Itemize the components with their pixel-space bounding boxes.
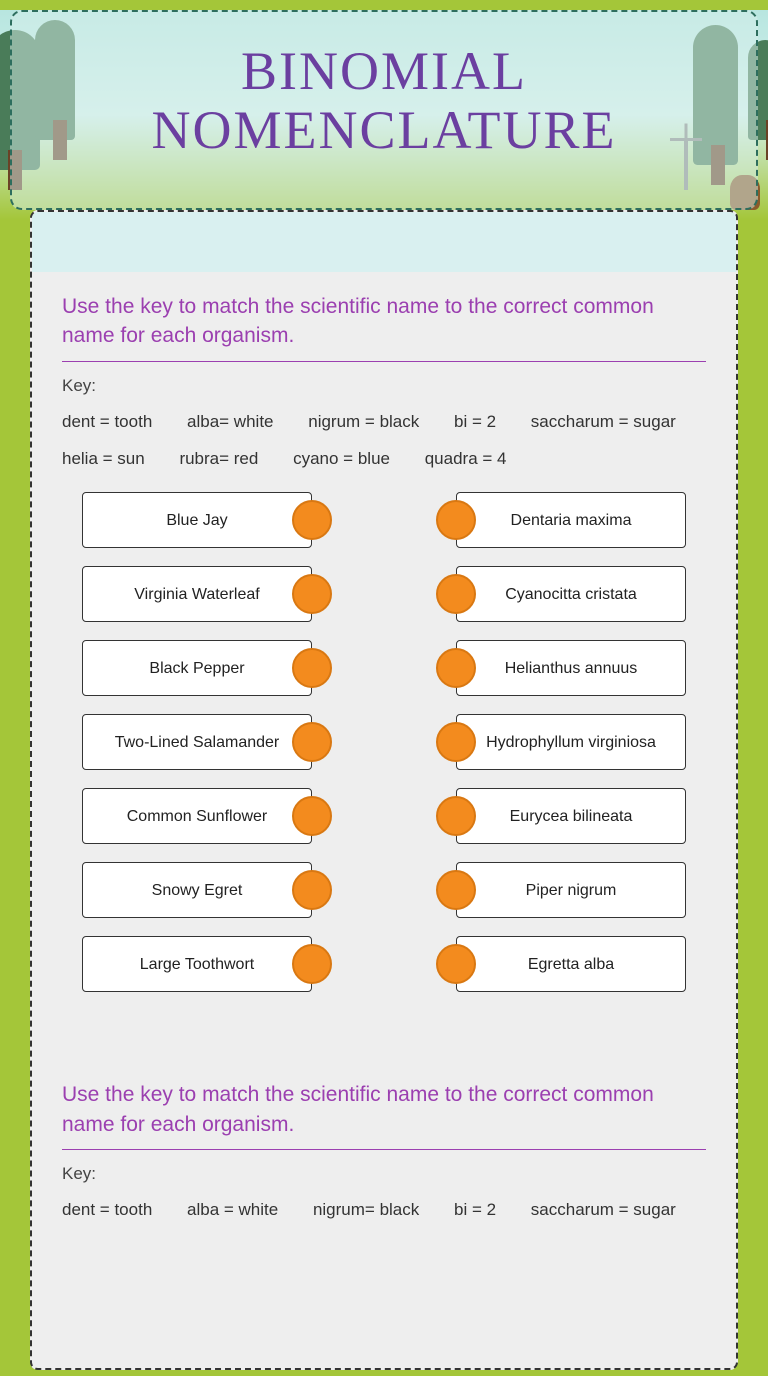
key-label: Key: (62, 376, 706, 396)
match-right: Eurycea bilineata (456, 788, 686, 844)
match-right: Dentaria maxima (456, 492, 686, 548)
match-box-right[interactable]: Helianthus annuus (456, 640, 686, 696)
key-item: cyano = blue (293, 445, 390, 472)
key-row-1: dent = tooth alba = white nigrum= black … (62, 1196, 706, 1223)
section-1: Use the key to match the scientific name… (32, 272, 736, 1040)
key-item: dent = tooth (62, 1196, 152, 1223)
worksheet-card: Use the key to match the scientific name… (30, 210, 738, 1370)
match-row: Common Sunflower Eurycea bilineata (82, 788, 686, 844)
key-item: bi = 2 (454, 408, 496, 435)
match-left: Black Pepper (82, 640, 312, 696)
connector-dot[interactable] (292, 574, 332, 614)
connector-dot[interactable] (436, 648, 476, 688)
key-item: dent = tooth (62, 408, 152, 435)
match-box-left[interactable]: Two-Lined Salamander (82, 714, 312, 770)
match-box-right[interactable]: Eurycea bilineata (456, 788, 686, 844)
match-box-left[interactable]: Common Sunflower (82, 788, 312, 844)
key-item: rubra= red (179, 445, 258, 472)
connector-dot[interactable] (436, 796, 476, 836)
match-box-right[interactable]: Dentaria maxima (456, 492, 686, 548)
card-header-strip (32, 212, 736, 272)
match-box-right[interactable]: Cyanocitta cristata (456, 566, 686, 622)
outer-card: BINOMIAL NOMENCLATURE (10, 10, 758, 210)
match-box-right[interactable]: Piper nigrum (456, 862, 686, 918)
match-box-left[interactable]: Large Toothwort (82, 936, 312, 992)
key-item: saccharum = sugar (531, 408, 676, 435)
match-right: Cyanocitta cristata (456, 566, 686, 622)
key-item: nigrum = black (308, 408, 419, 435)
match-box-left[interactable]: Snowy Egret (82, 862, 312, 918)
match-left: Blue Jay (82, 492, 312, 548)
connector-dot[interactable] (436, 500, 476, 540)
match-box-left[interactable]: Black Pepper (82, 640, 312, 696)
match-box-left[interactable]: Virginia Waterleaf (82, 566, 312, 622)
match-row: Virginia Waterleaf Cyanocitta cristata (82, 566, 686, 622)
connector-dot[interactable] (292, 648, 332, 688)
match-row: Snowy Egret Piper nigrum (82, 862, 686, 918)
key-item: alba = white (187, 1196, 278, 1223)
page-title: BINOMIAL NOMENCLATURE (12, 22, 756, 191)
match-row: Large Toothwort Egretta alba (82, 936, 686, 992)
key-item: saccharum = sugar (531, 1196, 676, 1223)
instruction-text: Use the key to match the scientific name… (62, 292, 706, 362)
key-item: quadra = 4 (425, 445, 507, 472)
key-item: alba= white (187, 408, 273, 435)
connector-dot[interactable] (292, 870, 332, 910)
match-box-right[interactable]: Hydrophyllum virginiosa (456, 714, 686, 770)
match-left: Two-Lined Salamander (82, 714, 312, 770)
match-left: Virginia Waterleaf (82, 566, 312, 622)
match-row: Black Pepper Helianthus annuus (82, 640, 686, 696)
match-right: Hydrophyllum virginiosa (456, 714, 686, 770)
connector-dot[interactable] (436, 722, 476, 762)
instruction-text: Use the key to match the scientific name… (62, 1080, 706, 1150)
match-row: Two-Lined Salamander Hydrophyllum virgin… (82, 714, 686, 770)
key-row-1: dent = tooth alba= white nigrum = black … (62, 408, 706, 435)
key-item: helia = sun (62, 445, 145, 472)
connector-dot[interactable] (292, 500, 332, 540)
connector-dot[interactable] (292, 796, 332, 836)
section-2: Use the key to match the scientific name… (32, 1040, 736, 1263)
matching-area: Blue Jay Dentaria maxima Virginia Waterl… (62, 492, 706, 992)
key-row-2: helia = sun rubra= red cyano = blue quad… (62, 445, 706, 472)
match-left: Snowy Egret (82, 862, 312, 918)
connector-dot[interactable] (436, 870, 476, 910)
match-box-right[interactable]: Egretta alba (456, 936, 686, 992)
match-left: Large Toothwort (82, 936, 312, 992)
match-left: Common Sunflower (82, 788, 312, 844)
key-label: Key: (62, 1164, 706, 1184)
match-right: Helianthus annuus (456, 640, 686, 696)
match-row: Blue Jay Dentaria maxima (82, 492, 686, 548)
match-right: Piper nigrum (456, 862, 686, 918)
connector-dot[interactable] (436, 944, 476, 984)
connector-dot[interactable] (292, 722, 332, 762)
connector-dot[interactable] (292, 944, 332, 984)
match-right: Egretta alba (456, 936, 686, 992)
key-item: bi = 2 (454, 1196, 496, 1223)
match-box-left[interactable]: Blue Jay (82, 492, 312, 548)
connector-dot[interactable] (436, 574, 476, 614)
key-item: nigrum= black (313, 1196, 419, 1223)
